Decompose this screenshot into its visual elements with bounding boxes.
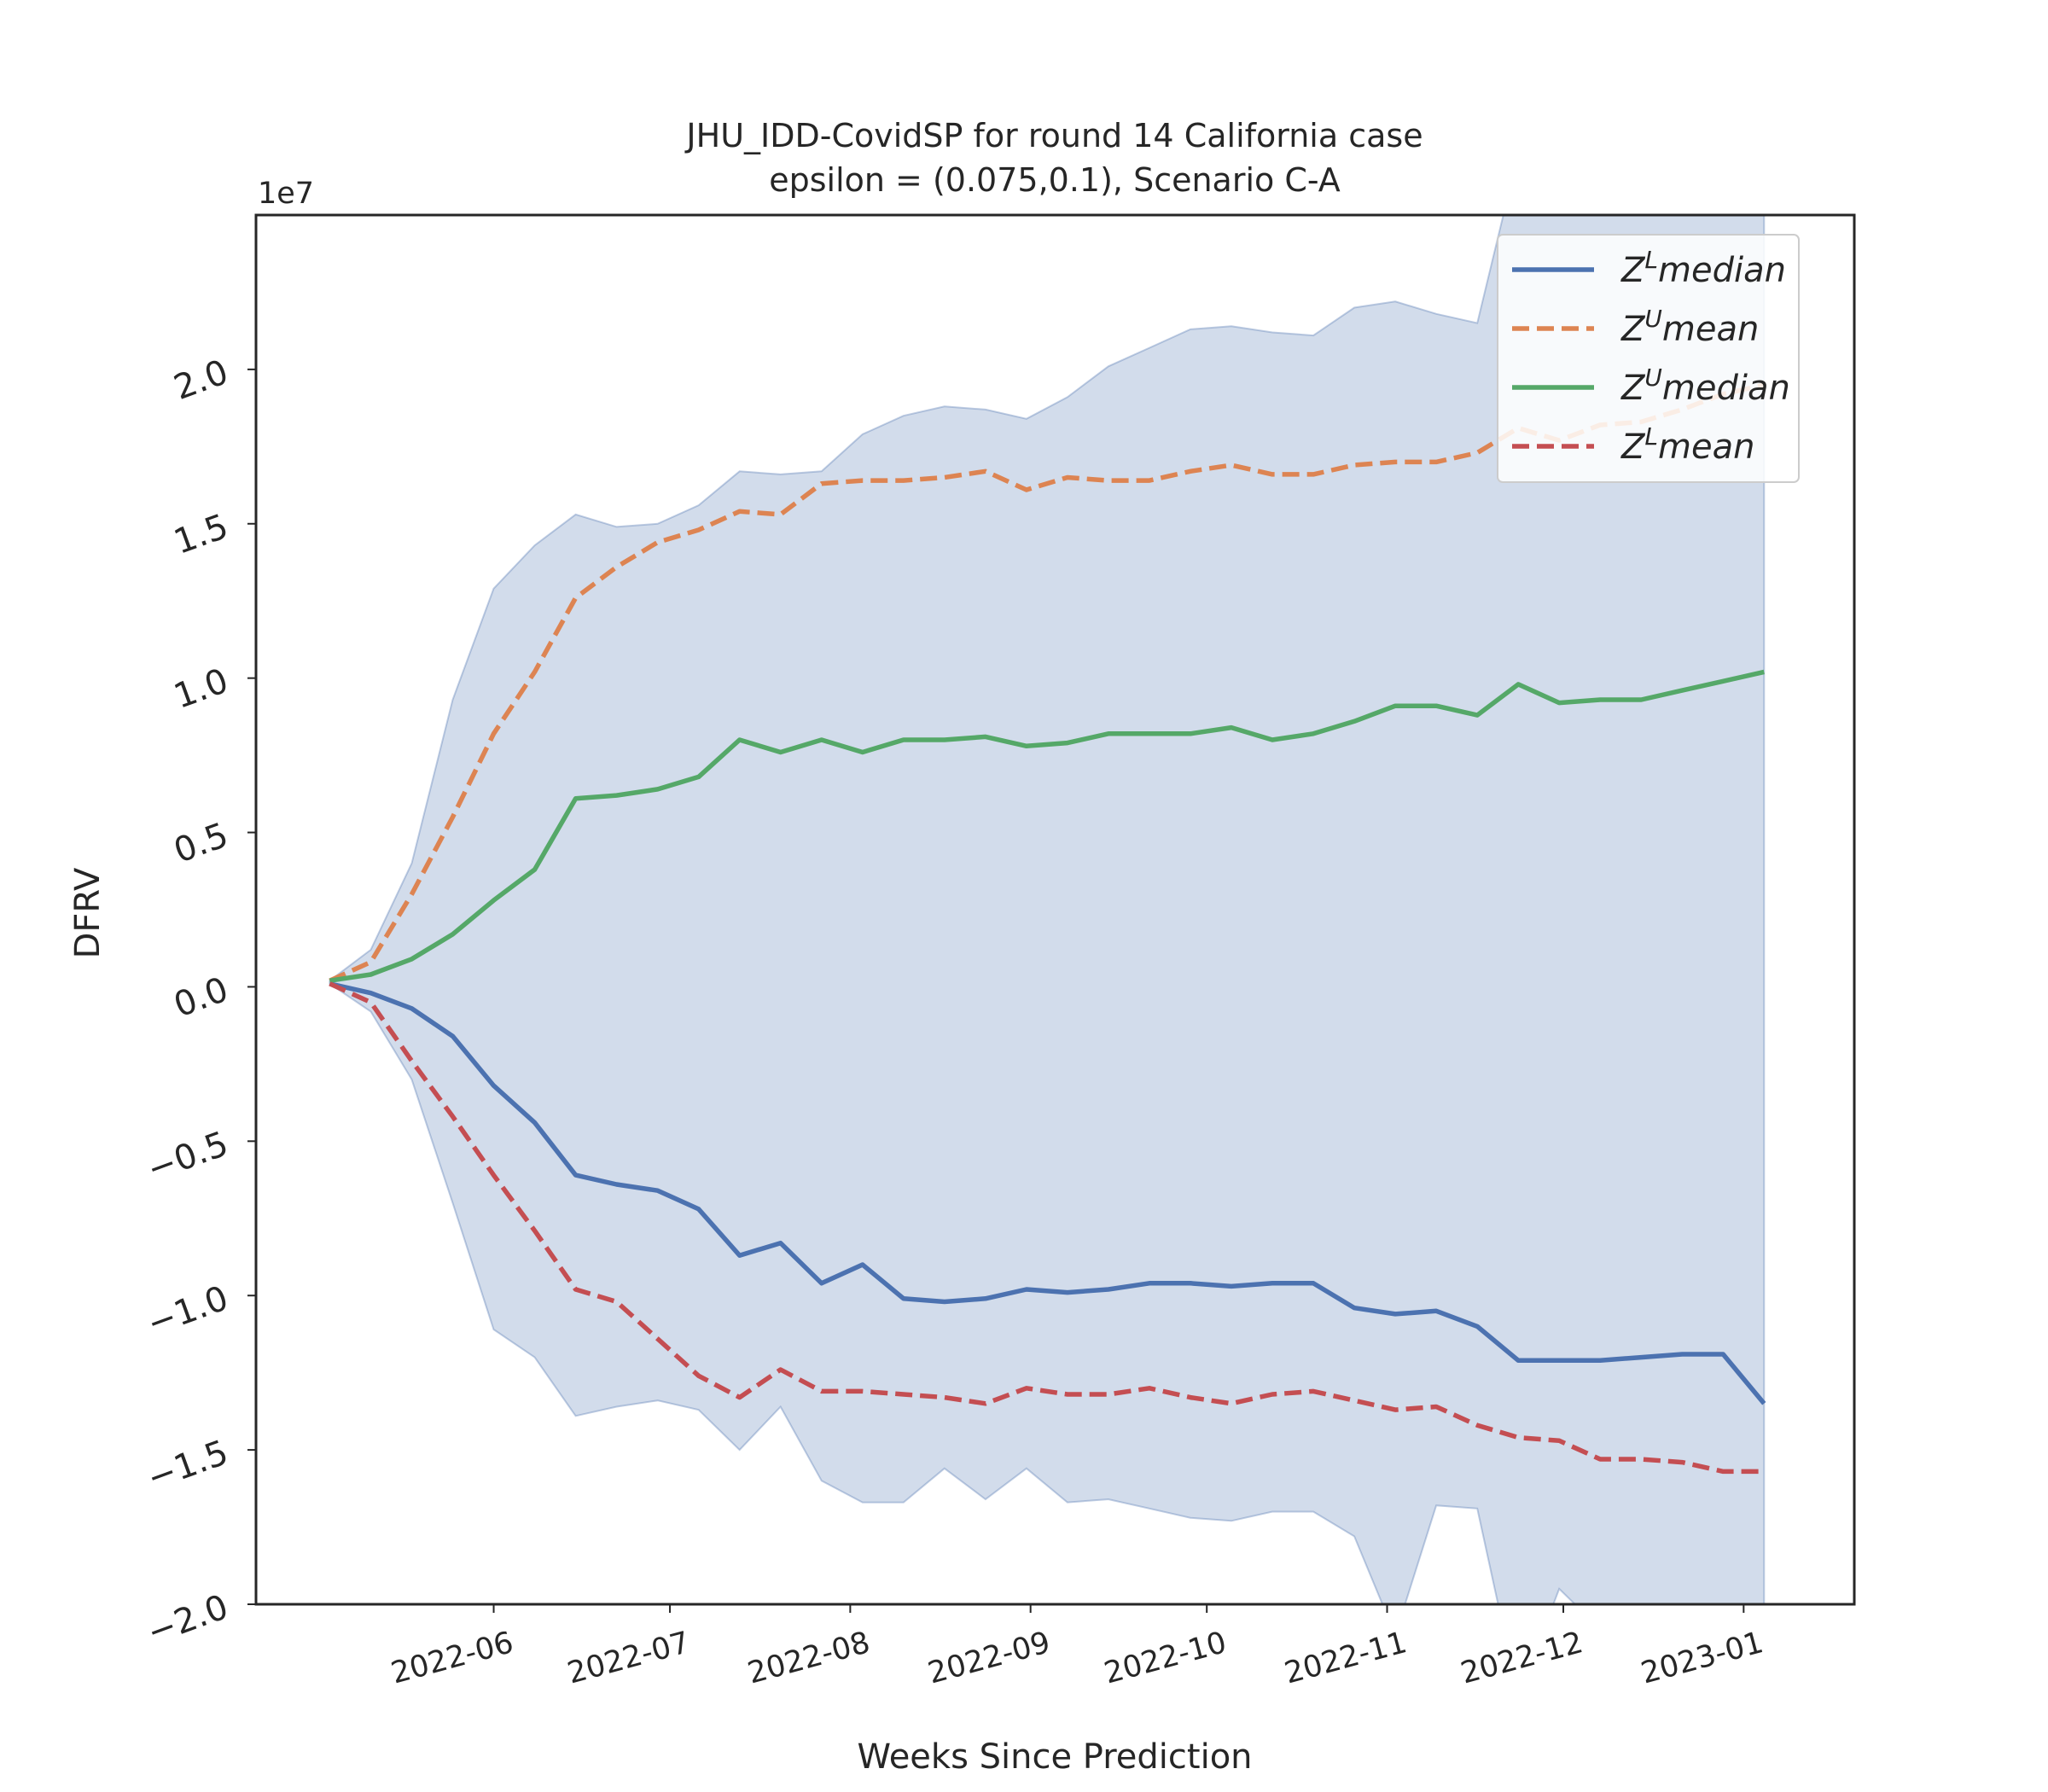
- y-tick-label: 2.0: [169, 352, 234, 408]
- y-tick-label: 0.5: [169, 816, 234, 871]
- legend-label: ZUmedian: [1620, 364, 1790, 408]
- series-line-1: [329, 981, 1766, 1405]
- plot-frame: [254, 213, 1856, 1606]
- y-tick-label: 0.0: [169, 970, 234, 1026]
- legend-label: ZLmean: [1620, 422, 1754, 467]
- x-tick-label: 2022-07: [564, 1626, 694, 1690]
- y-offset-label: 1e7: [258, 177, 314, 211]
- chart-title-line-1: JHU_IDD-CovidSP for round 14 California …: [684, 117, 1423, 154]
- legend-box: [1497, 234, 1800, 483]
- x-axis-label: Weeks Since Prediction: [857, 1737, 1252, 1777]
- series-line-4: [329, 981, 1765, 1475]
- legend-label: ZLmedian: [1620, 246, 1786, 290]
- y-tick-label: −1.5: [142, 1433, 233, 1498]
- y-tick-label: −1.0: [142, 1278, 233, 1343]
- legend-label: ZUmean: [1620, 305, 1759, 349]
- y-tick-label: −2.0: [142, 1587, 233, 1652]
- x-tick-label: 2022-06: [387, 1626, 517, 1690]
- x-tick-label: 2022-12: [1457, 1626, 1587, 1690]
- chart-title-line-2: epsilon = (0.075,0.1), Scenario C-A: [769, 161, 1341, 199]
- x-tick-label: 2023-01: [1638, 1626, 1767, 1690]
- x-tick-label: 2022-10: [1101, 1626, 1231, 1690]
- band-layer: [329, 215, 1766, 1604]
- confidence-band: [329, 215, 1766, 1604]
- x-tick-label: 2022-08: [744, 1626, 874, 1690]
- y-axis-label: DFRV: [68, 867, 108, 958]
- x-tick-label: 2022-09: [924, 1626, 1054, 1690]
- x-tick-label: 2022-11: [1281, 1626, 1411, 1690]
- y-axis-ticks: −2.0 −1.5 −1.0 −0.5 0.0 0.5 1.0 1.5 2.0: [142, 352, 256, 1653]
- x-axis-ticks: 2022-06 2022-07 2022-08 2022-09 2022-10 2022-…: [387, 1604, 1767, 1691]
- y-tick-label: 1.0: [169, 661, 234, 717]
- y-tick-label: −0.5: [142, 1124, 233, 1189]
- legend: ZLmedian ZUmean ZUmedian ZLmean: [1497, 234, 1800, 483]
- series-line-3: [329, 669, 1765, 983]
- y-tick-label: 1.5: [169, 507, 234, 562]
